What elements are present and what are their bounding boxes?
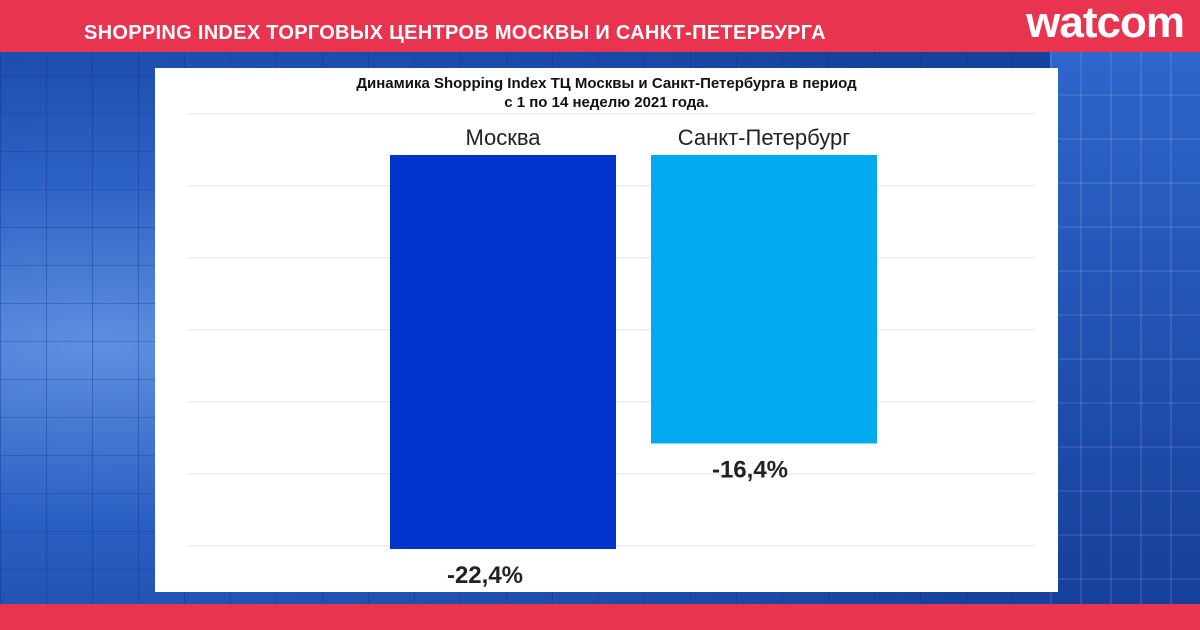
header-bar: SHOPPING INDEX ТОРГОВЫХ ЦЕНТРОВ МОСКВЫ И… [0, 0, 1200, 52]
brand-logo[interactable]: watcom [1026, 0, 1185, 47]
page-title: SHOPPING INDEX ТОРГОВЫХ ЦЕНТРОВ МОСКВЫ И… [84, 22, 826, 44]
data-label: -22,4% [447, 562, 523, 589]
bar-0 [390, 155, 616, 549]
category-label: Москва [465, 125, 541, 150]
chart-panel: Динамика Shopping Index ТЦ Москвы и Санк… [155, 68, 1058, 592]
category-label: Санкт-Петербург [678, 125, 851, 150]
chart-title-line-1: Динамика Shopping Index ТЦ Москвы и Санк… [356, 75, 857, 92]
chart-title: Динамика Shopping Index ТЦ Москвы и Санк… [155, 74, 1058, 112]
bar-chart: Москва -22,4% Санкт-Петербург -16,4% [187, 113, 1035, 589]
data-label: -16,4% [712, 456, 788, 483]
chart-title-line-2: с 1 по 14 неделю 2021 года. [504, 94, 709, 111]
background-store-shelves [1050, 52, 1200, 604]
bar-1 [651, 155, 877, 444]
footer-bar [0, 604, 1200, 630]
